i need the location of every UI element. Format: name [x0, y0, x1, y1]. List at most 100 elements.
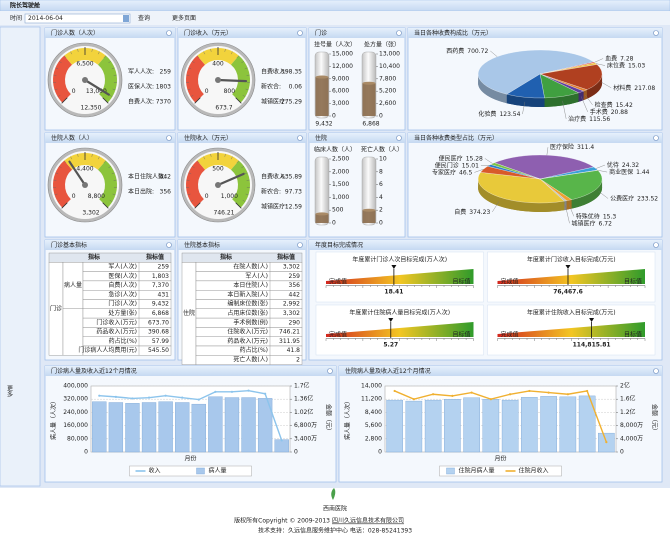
panel-title: 当日各种收费类型占比（万元）: [414, 134, 498, 142]
gauge-item-label: 城镇医疗:: [261, 203, 287, 211]
line-point: [489, 398, 492, 401]
table-cell-name: 药占比(%): [109, 337, 137, 345]
table-cell-name: 占用床位数(张): [227, 309, 268, 317]
pie-side: [566, 199, 572, 210]
pie-leader: [562, 100, 567, 119]
panel-title: 门诊收入（万元）: [184, 29, 232, 37]
gauge-minor-tick: [55, 67, 59, 70]
line-point: [181, 396, 184, 399]
bar: [444, 399, 461, 453]
pie-label-name: 专家医疗: [432, 168, 456, 176]
gauge-tick-label: 400: [212, 61, 224, 68]
gauge-minor-tick: [230, 156, 233, 160]
target-marker: [388, 318, 394, 338]
table-cell-name: 门诊病人人均费用(元): [78, 346, 137, 354]
tube-fill-top: [315, 212, 329, 216]
pie-label: 便民门诊 15.01: [435, 161, 479, 169]
panel-tool[interactable]: [396, 135, 402, 141]
company-link[interactable]: 四川久远信息技术有限公司: [332, 517, 404, 525]
gauge-minor-tick: [187, 193, 191, 196]
panel-tool[interactable]: [297, 242, 303, 248]
gauge-minor-tick: [58, 166, 62, 169]
pie-side: [544, 92, 579, 107]
table-cell-name: 军人(人): [245, 273, 268, 280]
footer: [0, 488, 670, 543]
gauge-minor-tick: [241, 61, 245, 64]
pie-label: 西药费 700.72: [446, 46, 488, 54]
panel-tool[interactable]: [297, 30, 303, 36]
sidebar-more[interactable]: 更多: [6, 385, 13, 398]
gauge-minor-tick: [57, 199, 61, 202]
target-band: [326, 269, 474, 284]
target-title: 年度累计门诊人次目标完成(万人次): [352, 256, 447, 264]
pie-label-name: 商业医保: [609, 168, 633, 176]
gauge-tick-label: 0: [72, 193, 76, 200]
tube-tick-label: 2,500: [332, 156, 349, 163]
pie-leader: [580, 96, 588, 112]
gauge-tick: [102, 97, 109, 104]
pie-leader: [484, 158, 493, 164]
panel-tool[interactable]: [396, 30, 402, 36]
panel-title: 住院病人量及收入近12个月情况: [345, 367, 431, 375]
gauge-minor-tick: [244, 172, 248, 175]
gauge-minor-tick: [236, 160, 239, 164]
pie-label-value: 15.42: [616, 101, 633, 108]
table-cell-name: 本日新入院(人): [227, 290, 268, 298]
gauge-minor-tick: [245, 88, 249, 91]
y-tick-label: 8,400: [365, 409, 382, 416]
line-point: [432, 393, 435, 396]
panel-tool[interactable]: [166, 242, 172, 248]
tube-fill: [315, 77, 329, 116]
panel-tool[interactable]: [653, 242, 659, 248]
gauge-hub: [82, 77, 88, 83]
date-value: 2014-06-04: [28, 15, 63, 22]
pie-label-value: 233.52: [637, 195, 658, 202]
line-point: [605, 441, 608, 444]
pie-label: 自费 374.23: [454, 207, 490, 215]
gauge-minor-tick: [112, 193, 116, 196]
page-title: 院长驾驶舱: [10, 2, 41, 10]
table-cell-name: 药品收入(万元): [227, 337, 268, 345]
panel-tool[interactable]: [653, 30, 659, 36]
pie-label-name: 公费医疗: [610, 194, 634, 202]
more-pages-link[interactable]: 更多页面: [172, 14, 196, 22]
query-button[interactable]: 查询: [138, 14, 150, 22]
pie-side: [586, 74, 603, 99]
target-low-label: 完成值: [501, 278, 519, 286]
panel-tool[interactable]: [166, 135, 172, 141]
target-title: 年度累计门诊收入目标完成(万元): [527, 256, 616, 264]
date-input[interactable]: [24, 13, 131, 24]
gauge-needle: [216, 78, 248, 83]
bar: [257, 398, 273, 453]
panel-tool[interactable]: [297, 135, 303, 141]
panel-tool[interactable]: [166, 30, 172, 36]
gauge-hub: [215, 77, 221, 83]
pie-leader: [546, 147, 549, 156]
gauge-needle: [216, 172, 245, 187]
panel-header: [309, 28, 405, 38]
pie-side: [583, 89, 587, 101]
gauge-minor-tick: [109, 94, 113, 97]
target-value: 114,815.81: [573, 342, 611, 349]
table-cell-value: 673.70: [148, 319, 169, 326]
pie-label-value: 15.03: [628, 62, 645, 69]
tube-tick-label: 13,000: [379, 51, 400, 58]
panel-tool[interactable]: [653, 368, 659, 374]
table-cell-value: 545.50: [148, 347, 169, 354]
logo: [331, 488, 336, 500]
tube-tick-label: 500: [332, 207, 344, 214]
calendar-button[interactable]: [123, 15, 129, 22]
pie-label-value: 6.72: [599, 220, 613, 227]
bar: [463, 397, 480, 453]
bar: [521, 397, 538, 453]
tube-tick-label: 0: [332, 113, 336, 120]
table-column-header: 指标值: [146, 253, 164, 261]
tube-tick-label: 10: [379, 156, 387, 163]
panel-tool[interactable]: [327, 368, 333, 374]
panel-title: 住院人数（人）: [51, 134, 93, 142]
gauge-minor-tick: [70, 156, 73, 160]
pie-slice: [539, 170, 603, 200]
gauge-minor-tick: [224, 153, 226, 157]
panel-tool[interactable]: [653, 135, 659, 141]
gauge-band: [53, 160, 73, 208]
